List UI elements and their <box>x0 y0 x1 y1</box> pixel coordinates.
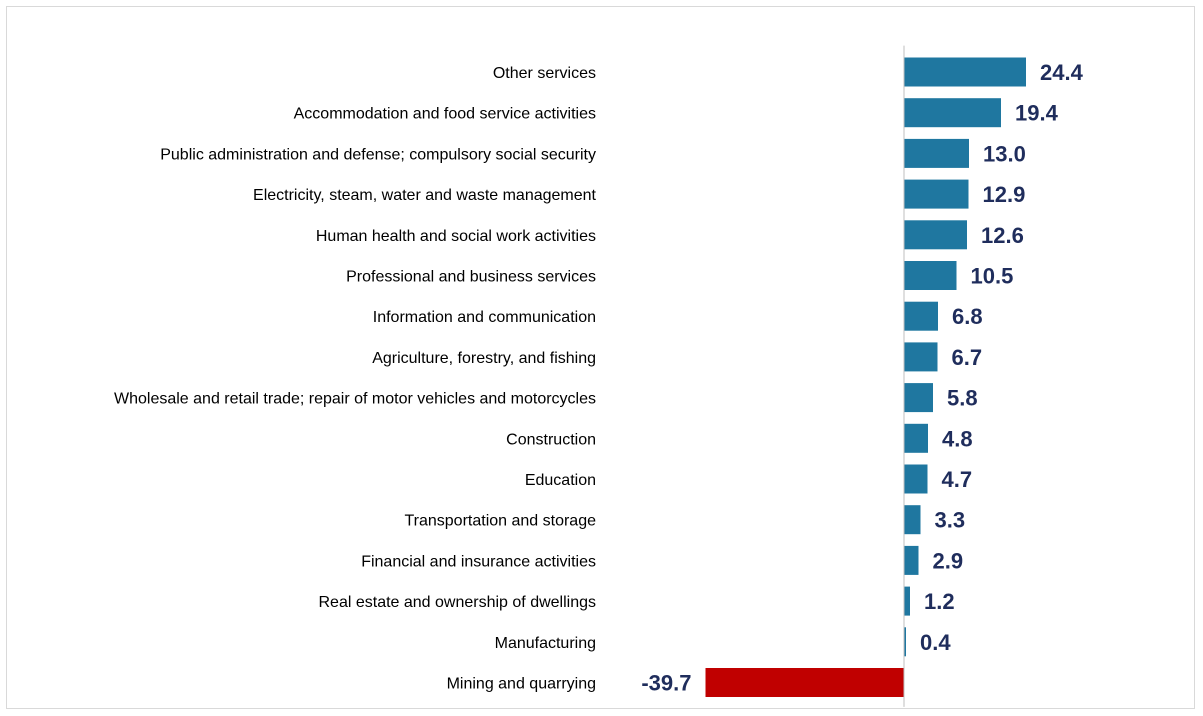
bar <box>904 220 967 250</box>
category-label: Construction <box>506 431 596 448</box>
value-label: 5.8 <box>947 386 978 411</box>
value-label: 1.2 <box>924 589 955 614</box>
category-label: Other services <box>493 65 596 82</box>
category-label: Manufacturing <box>495 635 596 652</box>
category-label: Education <box>525 472 596 489</box>
bar <box>904 301 938 331</box>
category-label: Human health and social work activities <box>316 228 596 245</box>
bar <box>705 668 904 697</box>
bar-chart: Other services Accommodation and food ser… <box>114 45 1084 707</box>
value-label: 12.6 <box>981 223 1024 248</box>
category-label: Wholesale and retail trade; repair of mo… <box>114 391 596 408</box>
bar <box>904 261 957 290</box>
bar <box>904 342 938 372</box>
category-label: Public administration and defense; compu… <box>160 146 596 163</box>
value-label: 0.4 <box>920 630 951 655</box>
value-label: 6.8 <box>952 304 983 329</box>
bar <box>904 505 921 535</box>
value-label: 4.8 <box>942 426 973 451</box>
category-label: Information and communication <box>373 309 596 326</box>
value-label: 6.7 <box>952 345 983 370</box>
bar <box>904 383 933 413</box>
bar <box>904 423 928 453</box>
bar <box>904 586 910 616</box>
value-label: 13.0 <box>983 141 1026 166</box>
value-label: 24.4 <box>1040 60 1084 85</box>
category-label: Agriculture, forestry, and fishing <box>372 350 596 367</box>
value-label: 3.3 <box>935 508 966 533</box>
chart-frame: Other services Accommodation and food ser… <box>6 6 1195 709</box>
bars <box>705 57 1026 697</box>
category-label: Real estate and ownership of dwellings <box>319 594 597 611</box>
category-label: Electricity, steam, water and waste mana… <box>253 187 597 204</box>
category-labels: Other services Accommodation and food ser… <box>114 65 597 693</box>
category-label: Professional and business services <box>346 269 596 286</box>
category-label: Accommodation and food service activitie… <box>294 106 596 123</box>
value-label: 4.7 <box>942 467 973 492</box>
bar <box>904 545 919 575</box>
bar <box>904 464 928 494</box>
value-label: -39.7 <box>641 671 691 696</box>
value-labels: 24.4 19.4 13.0 12.9 12.6 10.5 6.8 6.7 5.8 4.8 4.7 3… <box>641 60 1083 696</box>
value-label: 10.5 <box>971 264 1014 289</box>
bar <box>904 179 969 209</box>
value-label: 12.9 <box>983 182 1026 207</box>
bar <box>904 138 969 168</box>
category-label: Financial and insurance activities <box>361 553 596 570</box>
bar <box>904 57 1026 87</box>
category-label: Transportation and storage <box>404 513 596 530</box>
category-label: Mining and quarrying <box>447 676 596 693</box>
value-label: 19.4 <box>1015 101 1059 126</box>
bar <box>904 627 906 657</box>
value-label: 2.9 <box>933 548 964 573</box>
bar <box>904 98 1001 128</box>
